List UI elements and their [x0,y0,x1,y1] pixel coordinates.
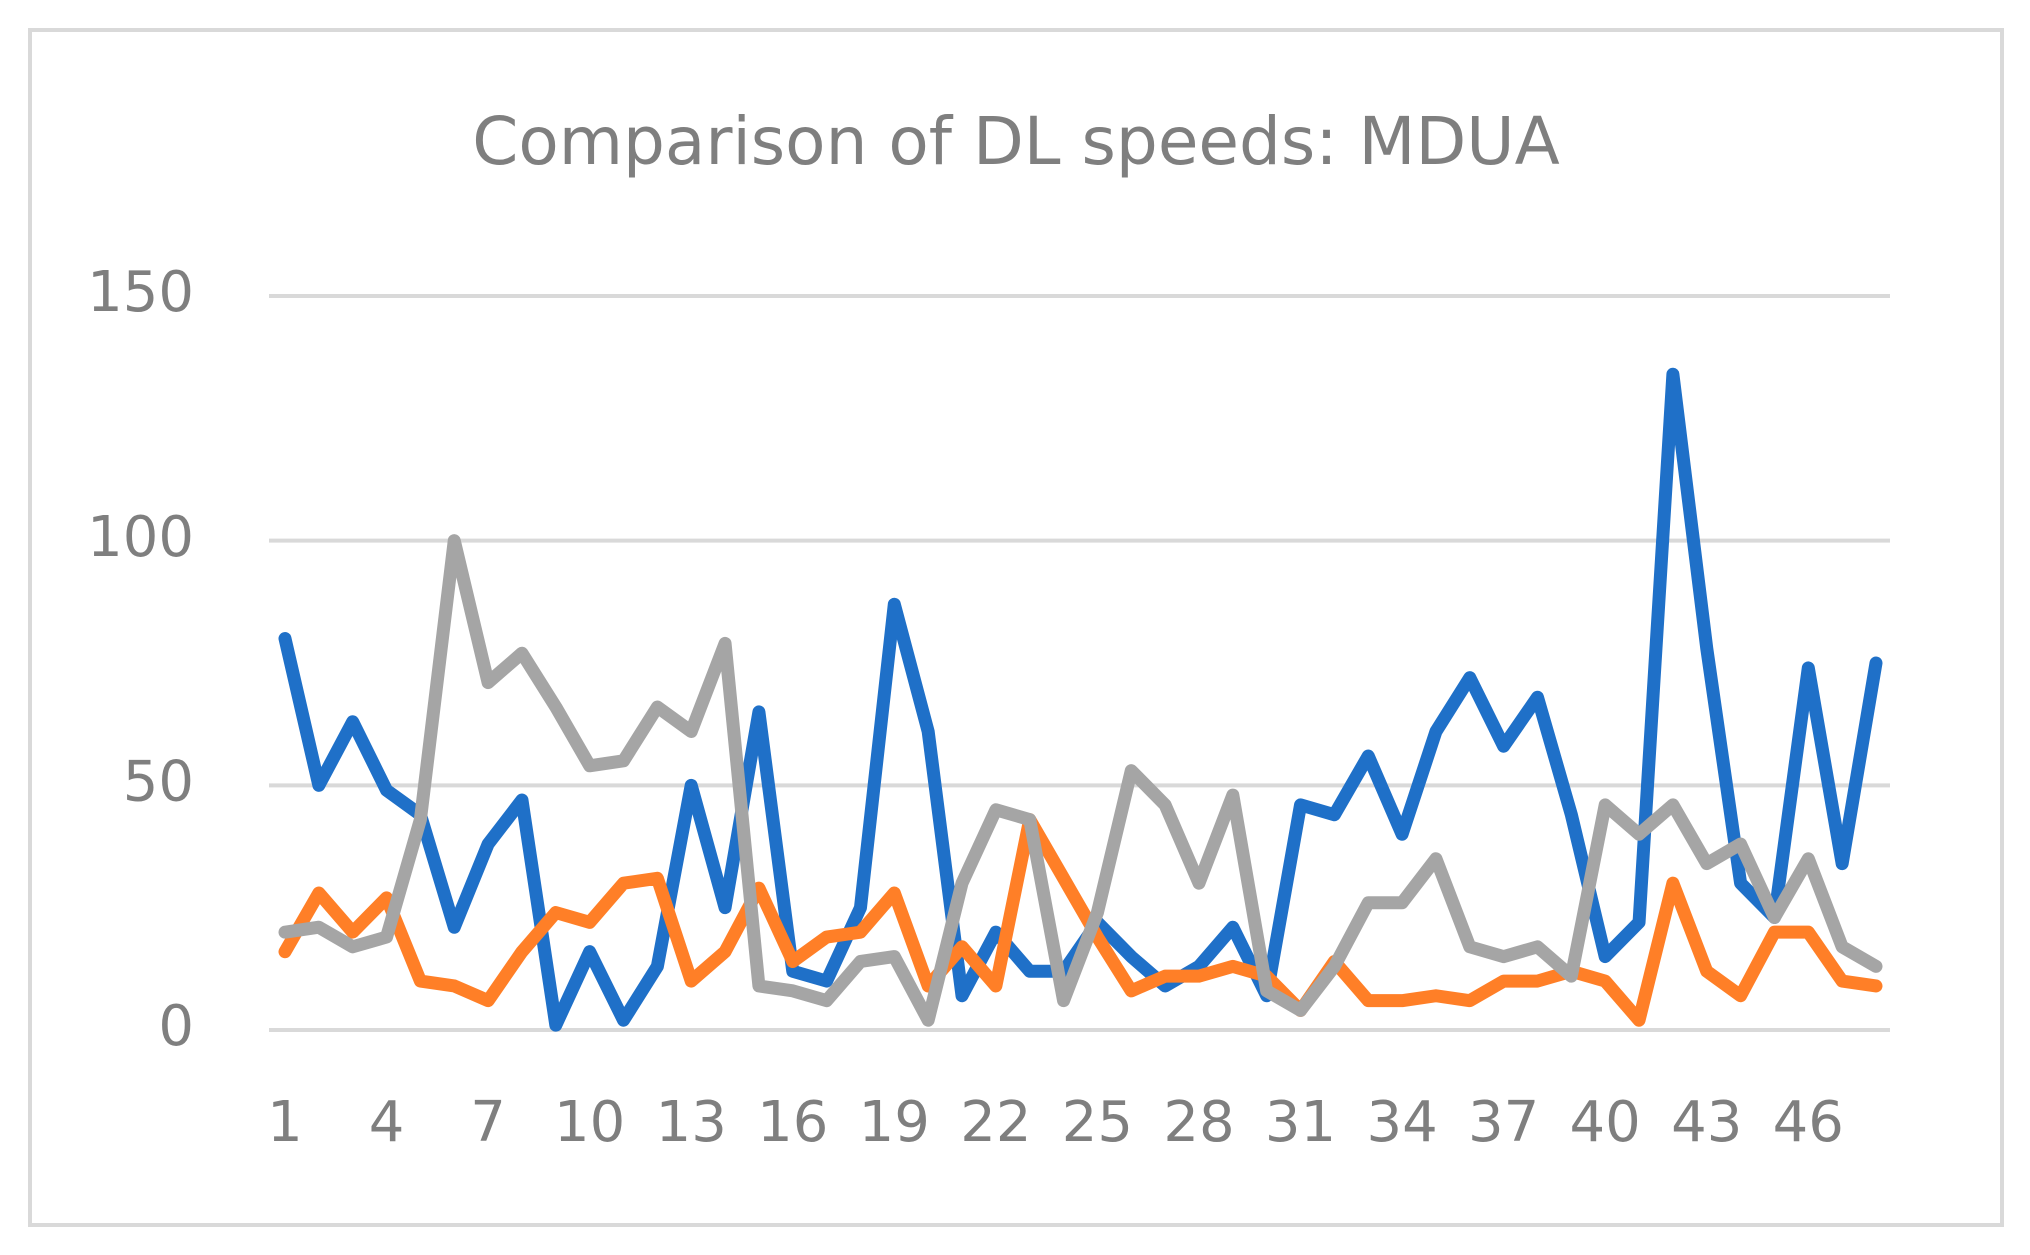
x-tick-label: 16 [757,1090,828,1155]
x-tick-label: 22 [960,1090,1031,1155]
x-tick-label: 43 [1671,1090,1742,1155]
chart-title: Comparison of DL speeds: MDUA [472,103,1560,180]
y-tick-label: 150 [87,260,194,325]
y-tick-label: 50 [123,749,194,814]
x-tick-label: 10 [554,1090,625,1155]
x-tick-label: 4 [369,1090,405,1155]
x-tick-label: 7 [470,1090,506,1155]
y-tick-label: 100 [87,505,194,570]
x-tick-label: 1 [267,1090,303,1155]
y-tick-label: 0 [158,994,194,1059]
x-tick-label: 46 [1773,1090,1844,1155]
x-tick-label: 13 [656,1090,727,1155]
x-tick-label: 34 [1366,1090,1437,1155]
x-tick-label: 31 [1265,1090,1336,1155]
x-tick-label: 37 [1468,1090,1539,1155]
x-tick-label: 28 [1163,1090,1234,1155]
chart-border [28,28,2004,1227]
x-tick-label: 25 [1062,1090,1133,1155]
series-line [278,534,1883,1027]
x-tick-label: 19 [859,1090,930,1155]
series-line [278,813,1883,1027]
x-tick-label: 40 [1570,1090,1641,1155]
